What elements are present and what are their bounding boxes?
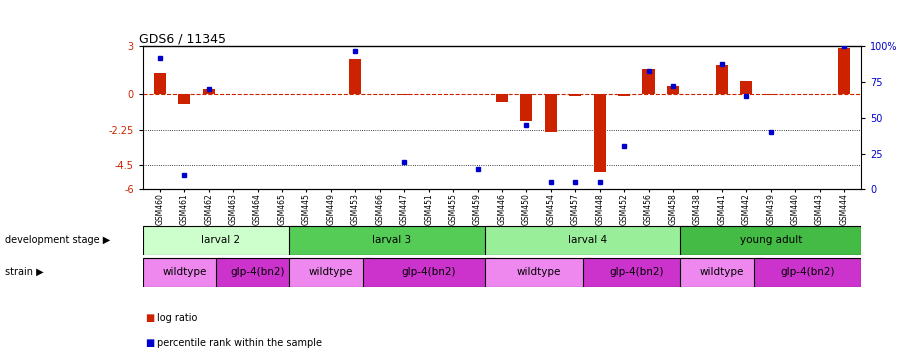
FancyBboxPatch shape [216, 258, 299, 287]
Text: ■: ■ [146, 313, 155, 323]
Bar [618, 94, 630, 96]
FancyBboxPatch shape [484, 226, 690, 255]
FancyBboxPatch shape [289, 258, 372, 287]
Text: larval 2: larval 2 [202, 235, 240, 245]
Bar [544, 94, 557, 132]
Text: glp-4(bn2): glp-4(bn2) [609, 267, 664, 277]
Text: wildtype: wildtype [162, 267, 206, 277]
Bar [593, 94, 606, 172]
Text: glp-4(bn2): glp-4(bn2) [780, 267, 834, 277]
FancyBboxPatch shape [583, 258, 690, 287]
Text: ■: ■ [146, 338, 155, 348]
Bar [838, 48, 850, 94]
Text: wildtype: wildtype [700, 267, 744, 277]
Text: development stage ▶: development stage ▶ [5, 235, 110, 245]
Text: percentile rank within the sample: percentile rank within the sample [157, 338, 321, 348]
Bar [569, 94, 581, 96]
FancyBboxPatch shape [143, 226, 299, 255]
Bar [398, 94, 411, 95]
FancyBboxPatch shape [289, 226, 495, 255]
FancyBboxPatch shape [143, 258, 226, 287]
Bar [643, 69, 655, 94]
Text: wildtype: wildtype [309, 267, 353, 277]
Text: wildtype: wildtype [517, 267, 561, 277]
Bar [520, 94, 532, 121]
Bar [716, 65, 728, 94]
Text: glp-4(bn2): glp-4(bn2) [230, 267, 285, 277]
Bar [349, 59, 361, 94]
Bar [154, 74, 166, 94]
Bar [667, 86, 679, 94]
FancyBboxPatch shape [681, 258, 764, 287]
Bar [178, 94, 191, 104]
Bar [203, 89, 215, 94]
Bar [764, 94, 776, 95]
Text: strain ▶: strain ▶ [5, 267, 43, 277]
FancyBboxPatch shape [681, 226, 861, 255]
Text: larval 3: larval 3 [372, 235, 412, 245]
FancyBboxPatch shape [484, 258, 592, 287]
Bar [495, 94, 508, 102]
Text: young adult: young adult [740, 235, 802, 245]
Text: glp-4(bn2): glp-4(bn2) [402, 267, 456, 277]
Bar [740, 81, 752, 94]
FancyBboxPatch shape [753, 258, 861, 287]
Text: GDS6 / 11345: GDS6 / 11345 [139, 32, 227, 45]
Text: larval 4: larval 4 [568, 235, 607, 245]
Text: log ratio: log ratio [157, 313, 197, 323]
FancyBboxPatch shape [363, 258, 495, 287]
